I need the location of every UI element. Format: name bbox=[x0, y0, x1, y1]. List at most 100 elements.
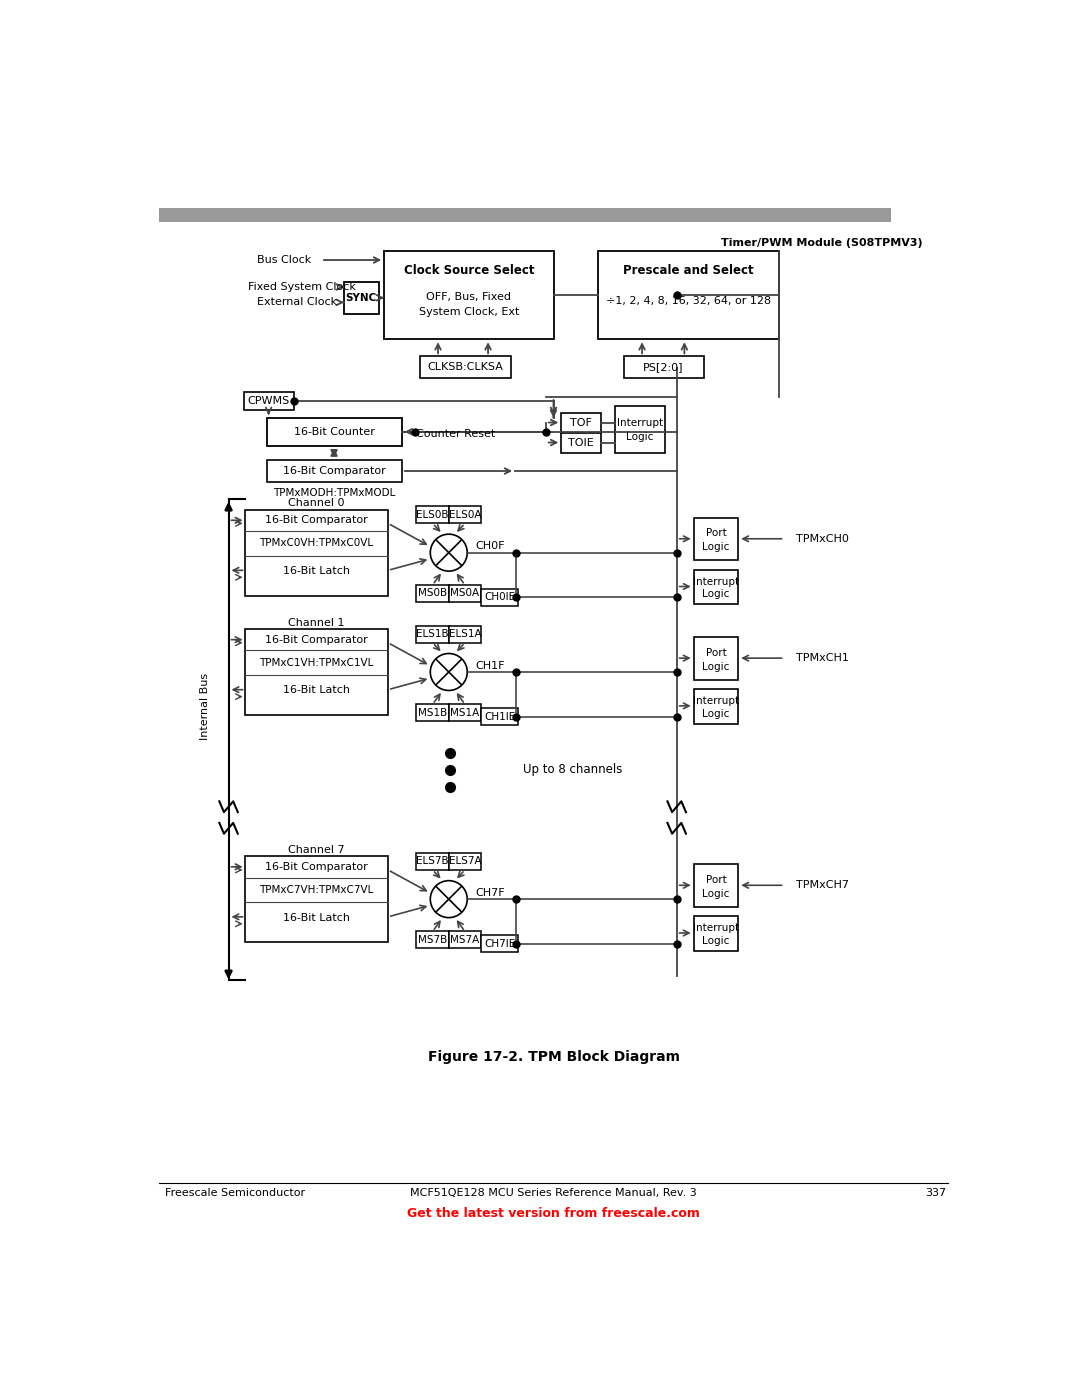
Text: Port: Port bbox=[705, 528, 727, 538]
Bar bbox=[598, 251, 779, 339]
Text: TPMxC7VH:TPMxC7VL: TPMxC7VH:TPMxC7VL bbox=[259, 884, 374, 895]
Text: Up to 8 channels: Up to 8 channels bbox=[523, 763, 622, 777]
Text: Prescale and Select: Prescale and Select bbox=[623, 264, 754, 277]
Text: MCF51QE128 MCU Series Reference Manual, Rev. 3: MCF51QE128 MCU Series Reference Manual, … bbox=[410, 1189, 697, 1199]
Text: Bus Clock: Bus Clock bbox=[257, 256, 311, 265]
Text: TPMxMODH:TPMxMODL: TPMxMODH:TPMxMODL bbox=[273, 488, 395, 497]
Text: CH0IE: CH0IE bbox=[484, 592, 515, 602]
Bar bbox=[616, 407, 665, 453]
Text: MS0B: MS0B bbox=[418, 588, 447, 598]
Text: TPMxCH1: TPMxCH1 bbox=[796, 654, 849, 664]
Text: Channel 7: Channel 7 bbox=[288, 845, 345, 855]
Text: OFF, Bus, Fixed: OFF, Bus, Fixed bbox=[427, 292, 511, 302]
Text: 16-Bit Comparator: 16-Bit Comparator bbox=[265, 515, 367, 525]
Text: Freescale Semiconductor: Freescale Semiconductor bbox=[164, 1189, 305, 1199]
Text: 16-Bit Latch: 16-Bit Latch bbox=[283, 686, 350, 696]
Bar bbox=[384, 251, 554, 339]
Text: 16-Bit Latch: 16-Bit Latch bbox=[283, 566, 350, 576]
Text: TPMxCH7: TPMxCH7 bbox=[796, 880, 849, 890]
Text: Port: Port bbox=[705, 875, 727, 884]
Bar bbox=[417, 704, 449, 721]
Text: 16-Bit Comparator: 16-Bit Comparator bbox=[283, 467, 386, 476]
Text: ELS7A: ELS7A bbox=[448, 856, 482, 866]
Text: Logic: Logic bbox=[702, 590, 730, 599]
Text: MS1A: MS1A bbox=[450, 708, 480, 718]
Text: 16-Bit Comparator: 16-Bit Comparator bbox=[265, 862, 367, 872]
Text: Logic: Logic bbox=[702, 936, 730, 946]
Bar bbox=[417, 854, 449, 870]
Text: MS1B: MS1B bbox=[418, 708, 447, 718]
Bar bbox=[245, 629, 388, 715]
Bar bbox=[417, 932, 449, 949]
Text: Interrupt: Interrupt bbox=[693, 923, 739, 933]
Text: Logic: Logic bbox=[626, 432, 653, 441]
Text: Counter Reset: Counter Reset bbox=[417, 429, 496, 439]
Text: Interrupt: Interrupt bbox=[617, 418, 663, 429]
Text: TPMxC1VH:TPMxC1VL: TPMxC1VH:TPMxC1VL bbox=[259, 658, 374, 668]
Bar bbox=[693, 865, 739, 907]
Text: Logic: Logic bbox=[702, 888, 730, 898]
Text: Interrupt: Interrupt bbox=[693, 696, 739, 707]
Text: ÷1, 2, 4, 8, 16, 32, 64, or 128: ÷1, 2, 4, 8, 16, 32, 64, or 128 bbox=[606, 296, 771, 306]
Text: TOIE: TOIE bbox=[568, 437, 594, 447]
Bar bbox=[449, 585, 481, 602]
Text: Logic: Logic bbox=[702, 662, 730, 672]
Bar bbox=[562, 433, 602, 453]
Text: MS0A: MS0A bbox=[450, 588, 480, 598]
Text: Internal Bus: Internal Bus bbox=[201, 673, 211, 740]
Bar bbox=[693, 518, 739, 560]
Text: CH1F: CH1F bbox=[475, 661, 505, 671]
Text: PS[2:0]: PS[2:0] bbox=[644, 362, 684, 372]
Bar bbox=[481, 708, 518, 725]
Text: CH0F: CH0F bbox=[475, 542, 505, 552]
Bar bbox=[481, 936, 518, 953]
Bar bbox=[417, 585, 449, 602]
Text: CH1IE: CH1IE bbox=[484, 711, 515, 722]
Bar bbox=[449, 704, 481, 721]
Bar bbox=[562, 412, 602, 433]
Text: System Clock, Ext: System Clock, Ext bbox=[419, 307, 519, 317]
Bar bbox=[481, 588, 518, 606]
Text: Timer/PWM Module (S08TPMV3): Timer/PWM Module (S08TPMV3) bbox=[721, 239, 923, 249]
Bar bbox=[449, 854, 481, 870]
Bar bbox=[244, 391, 294, 411]
Text: Figure 17-2. TPM Block Diagram: Figure 17-2. TPM Block Diagram bbox=[428, 1051, 679, 1065]
Text: Channel 0: Channel 0 bbox=[288, 499, 345, 509]
Text: Channel 1: Channel 1 bbox=[288, 617, 345, 627]
Text: Logic: Logic bbox=[702, 708, 730, 718]
Text: MS7A: MS7A bbox=[450, 935, 480, 944]
Bar bbox=[420, 356, 511, 377]
Text: 337: 337 bbox=[926, 1189, 946, 1199]
Bar bbox=[693, 637, 739, 680]
Text: CH7F: CH7F bbox=[475, 888, 505, 898]
Bar bbox=[267, 418, 402, 446]
Text: Port: Port bbox=[705, 648, 727, 658]
Text: 16-Bit Counter: 16-Bit Counter bbox=[294, 426, 375, 437]
Bar bbox=[449, 626, 481, 643]
Text: SYNC: SYNC bbox=[346, 293, 377, 303]
Text: ELS7B: ELS7B bbox=[416, 856, 449, 866]
Bar bbox=[345, 282, 379, 314]
Bar bbox=[693, 689, 739, 724]
Text: ELS0B: ELS0B bbox=[417, 510, 449, 520]
Text: CLKSB:CLKSA: CLKSB:CLKSA bbox=[428, 362, 503, 372]
Bar bbox=[693, 916, 739, 951]
Text: ELS0A: ELS0A bbox=[448, 510, 482, 520]
Text: MS7B: MS7B bbox=[418, 935, 447, 944]
Text: Get the latest version from freescale.com: Get the latest version from freescale.co… bbox=[407, 1207, 700, 1220]
Text: TPMxCH0: TPMxCH0 bbox=[796, 534, 849, 543]
Text: TPMxC0VH:TPMxC0VL: TPMxC0VH:TPMxC0VL bbox=[259, 538, 374, 549]
Text: Fixed System Clock: Fixed System Clock bbox=[247, 282, 355, 292]
Text: Interrupt: Interrupt bbox=[693, 577, 739, 587]
Bar bbox=[267, 460, 402, 482]
Text: 16-Bit Latch: 16-Bit Latch bbox=[283, 912, 350, 922]
Bar bbox=[449, 932, 481, 949]
Text: ELS1A: ELS1A bbox=[448, 629, 482, 640]
Bar bbox=[449, 507, 481, 524]
Bar bbox=[245, 510, 388, 595]
Bar bbox=[245, 856, 388, 942]
Text: Clock Source Select: Clock Source Select bbox=[404, 264, 534, 277]
Text: CPWMS: CPWMS bbox=[247, 395, 289, 407]
Text: TOF: TOF bbox=[570, 418, 592, 427]
Text: ELS1B: ELS1B bbox=[416, 629, 449, 640]
